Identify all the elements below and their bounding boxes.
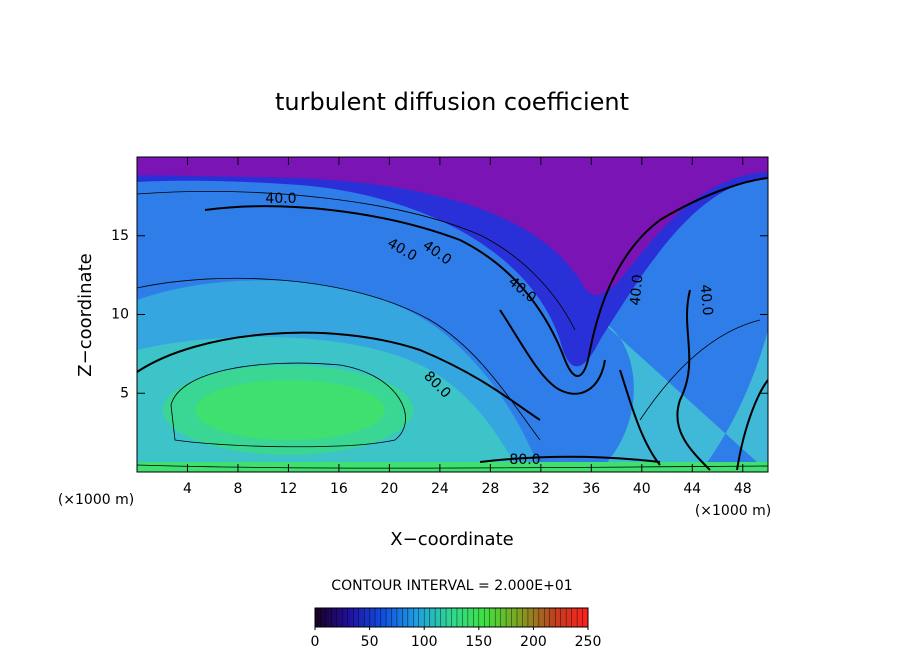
x-tick-label: 36 <box>582 481 600 497</box>
x-tick-label: 40 <box>633 481 651 497</box>
colorbar-tick-label: 250 <box>575 634 602 650</box>
y-tick-label: 5 <box>120 385 129 401</box>
contour-field <box>137 157 768 472</box>
y-tick-label: 15 <box>111 228 129 244</box>
x-tick-label: 44 <box>683 481 701 497</box>
contour-label: 40.0 <box>697 284 716 316</box>
colorbar-tick-label: 100 <box>411 634 438 650</box>
x-unit-label: (×1000 m) <box>58 492 134 508</box>
x-tick-label: 48 <box>734 481 752 497</box>
contour-label: 80.0 <box>509 452 540 468</box>
colorbar-tick-label: 200 <box>520 634 547 650</box>
x-tick-label: 16 <box>330 481 348 497</box>
x-tick-label: 8 <box>233 481 242 497</box>
x-tick-label: 32 <box>532 481 550 497</box>
x-tick-label: 28 <box>481 481 499 497</box>
y-tick-label: 10 <box>111 307 129 323</box>
contour-label: 40.0 <box>628 274 647 306</box>
colorbar-tick-label: 50 <box>361 634 379 650</box>
y-axis-label: Z−coordinate <box>75 253 96 376</box>
chart-title: turbulent diffusion coefficient <box>275 88 629 116</box>
x-tick-label: 20 <box>380 481 398 497</box>
contour-interval: CONTOUR INTERVAL = 2.000E+01 <box>331 578 572 594</box>
x-tick-label: 12 <box>280 481 298 497</box>
x-unit-label: (×1000 m) <box>695 503 771 519</box>
contour-label: 40.0 <box>265 191 296 207</box>
x-tick-label: 24 <box>431 481 449 497</box>
colorbar-tick-label: 0 <box>311 634 320 650</box>
x-axis-label: X−coordinate <box>390 529 513 550</box>
x-tick-label: 4 <box>183 481 192 497</box>
colorbar-tick-label: 150 <box>465 634 492 650</box>
